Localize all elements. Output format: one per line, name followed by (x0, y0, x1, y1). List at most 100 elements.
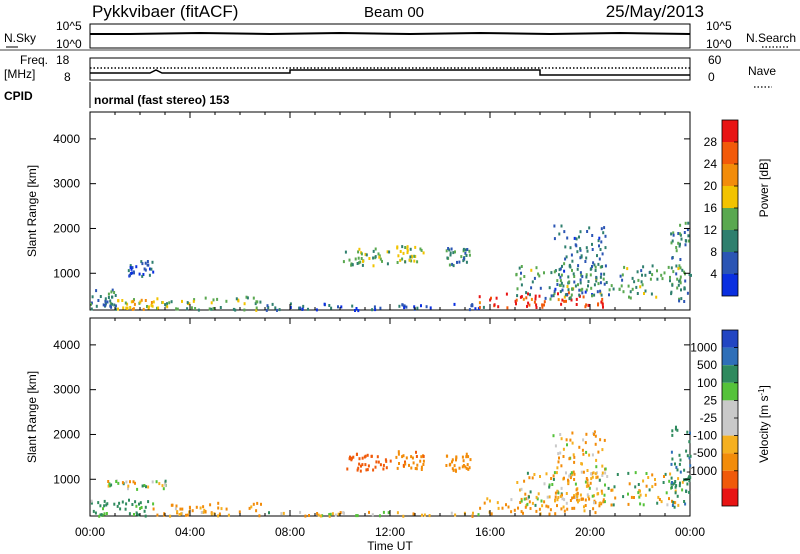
power-cell (585, 288, 588, 292)
colorbar-swatch (722, 186, 738, 208)
velocity-cell (490, 512, 493, 516)
velocity-cell (656, 501, 659, 505)
velocity-cell (525, 497, 528, 501)
velocity-cell (633, 496, 635, 499)
power-cell (610, 284, 613, 288)
velocity-cell (163, 512, 166, 516)
power-cell (466, 248, 469, 251)
power-cell (686, 228, 689, 232)
power-cell (129, 264, 132, 268)
power-cell (104, 297, 107, 301)
velocity-cell (572, 495, 575, 499)
y-tick-label: 2000 (53, 427, 80, 441)
power-panel: 4000 3000 2000 1000 Slant Range [km] 28 24 20… (25, 111, 771, 313)
velocity-cell (560, 464, 563, 468)
velocity-cell (520, 510, 523, 514)
power-cell (568, 297, 571, 301)
power-cell (452, 264, 455, 268)
velocity-cell (565, 501, 568, 505)
velocity-cell (411, 456, 414, 460)
velocity-cell (361, 456, 364, 460)
velocity-cell (556, 498, 559, 502)
velocity-cell (586, 478, 589, 482)
power-cell (553, 237, 556, 241)
velocity-cell (571, 441, 574, 445)
velocity-cell (471, 514, 474, 518)
power-cell (413, 254, 416, 258)
power-cell (680, 288, 682, 292)
velocity-cell (559, 494, 562, 498)
velocity-cell (534, 503, 537, 507)
velocity-cell (467, 467, 470, 471)
power-cell (265, 308, 268, 312)
power-cell (548, 286, 551, 290)
velocity-cell (128, 512, 131, 516)
power-cell (595, 279, 598, 283)
velocity-cell (404, 462, 407, 466)
colorbar-tick-label: 500 (697, 358, 717, 372)
power-cell (553, 289, 556, 293)
power-cell (122, 306, 125, 310)
velocity-cell (552, 434, 555, 438)
power-cell (245, 295, 248, 299)
velocity-cell (524, 492, 527, 496)
power-cell (409, 247, 412, 251)
power-cell (110, 290, 113, 294)
power-cell (109, 299, 112, 303)
velocity-cell (462, 464, 465, 467)
velocity-cell (127, 487, 129, 491)
velocity-cell (571, 431, 574, 435)
velocity-cell (638, 495, 641, 499)
velocity-cell (576, 498, 579, 502)
x-tick-label: 00:00 (675, 525, 705, 539)
nsky-tick-top-left: 10^5 (56, 19, 82, 33)
velocity-cell (563, 476, 565, 480)
velocity-cell (103, 512, 106, 516)
power-cell (107, 296, 110, 299)
station-title: Pykkvibaer (fitACF) (92, 2, 238, 21)
power-cell (590, 286, 593, 290)
power-cell (342, 260, 345, 264)
x-axis-label: Time UT (367, 539, 413, 553)
velocity-cell (562, 455, 565, 458)
power-cell (399, 250, 402, 253)
power-cell (600, 272, 603, 276)
power-cell (544, 296, 547, 300)
velocity-cell (329, 512, 332, 516)
velocity-cell (662, 481, 665, 484)
power-cell (588, 226, 591, 230)
velocity-cell (538, 507, 541, 511)
power-cell (357, 309, 360, 313)
power-cell (586, 230, 589, 233)
velocity-cell (582, 438, 585, 442)
velocity-cell (622, 495, 625, 499)
power-cell (640, 280, 643, 284)
velocity-cell (372, 468, 375, 472)
velocity-cell (689, 431, 691, 435)
velocity-cell (489, 499, 491, 503)
power-cell (243, 302, 246, 306)
velocity-cell (670, 485, 673, 489)
power-cell (670, 241, 673, 245)
power-cell (243, 308, 246, 312)
y-tick-label: 3000 (53, 383, 80, 397)
velocity-cell (599, 438, 602, 442)
velocity-cell (140, 506, 143, 509)
power-cell (212, 298, 215, 302)
velocity-cell (595, 458, 598, 462)
velocity-cell (594, 501, 597, 505)
velocity-cell (663, 475, 665, 478)
velocity-cell (658, 498, 661, 501)
power-cell (358, 261, 360, 265)
velocity-cell (639, 493, 642, 497)
velocity-cell (587, 495, 590, 498)
velocity-cell (348, 457, 351, 461)
power-cell (538, 294, 541, 298)
power-cell (587, 280, 590, 283)
velocity-cell (136, 487, 139, 491)
velocity-cell (634, 485, 637, 489)
velocity-cell (523, 497, 526, 501)
velocity-cell (526, 496, 529, 500)
power-cell (252, 296, 255, 300)
velocity-cell (672, 482, 674, 486)
